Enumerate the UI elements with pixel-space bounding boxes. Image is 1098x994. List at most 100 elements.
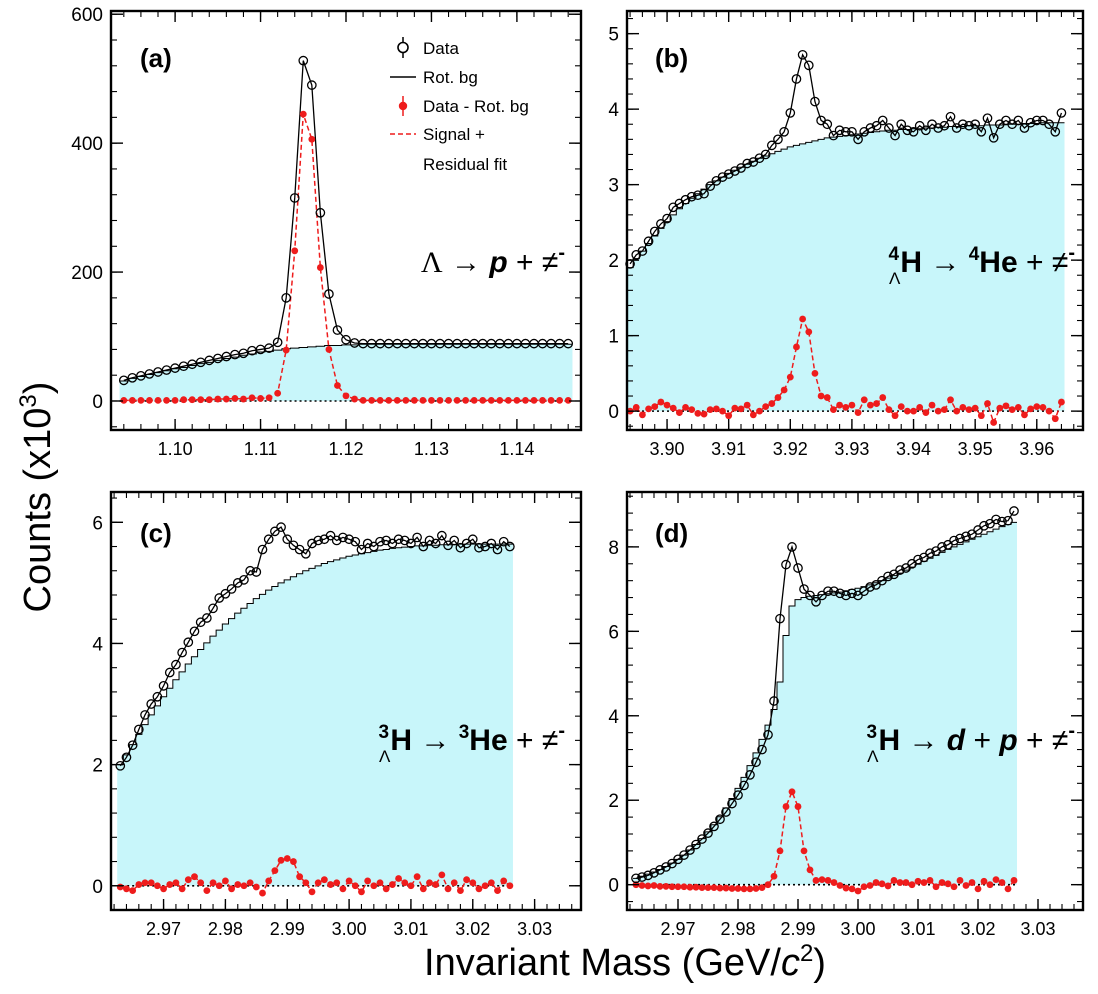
y-tick-label-a-0: 0 — [92, 392, 103, 413]
sub-point-d-30 — [812, 877, 820, 884]
sub-point-b-15 — [719, 407, 726, 415]
panel-c: 2.97 2.98 2.99 3.00 3.01 3.02 3.03 0 2 4 6 (c) 3 ΛH →… — [92, 490, 583, 939]
data-line-c — [119, 526, 511, 767]
sub-point-d-45 — [902, 879, 910, 886]
sub-point-b-55 — [965, 406, 973, 414]
sub-point-b-36 — [848, 401, 856, 409]
sub-point-a-12 — [222, 395, 230, 403]
sub-point-d-48 — [920, 879, 928, 886]
sub-point-b-26 — [786, 373, 794, 381]
legend-fit-label-2: Residual fit — [423, 155, 507, 174]
sub-point-c-30 — [302, 879, 310, 887]
data-point-a-23 — [315, 207, 326, 218]
sub-point-c-7 — [160, 885, 167, 893]
data-point-d-49 — [925, 548, 935, 559]
sub-point-a-4 — [154, 396, 162, 404]
sub-point-c-36 — [339, 885, 347, 893]
sub-point-b-68 — [1045, 407, 1053, 415]
data-point-b-11 — [693, 190, 703, 201]
data-point-c-60 — [486, 538, 497, 549]
x-tick-label-b-5: 3.95 — [958, 439, 993, 459]
data-point-d-53 — [949, 535, 959, 546]
sub-point-c-47 — [407, 882, 415, 890]
sub-point-d-14 — [716, 884, 724, 892]
x-tick-label-c-1: 2.98 — [208, 919, 243, 939]
data-point-b-4 — [649, 226, 660, 237]
x-tick-label-c-2: 2.99 — [270, 919, 305, 939]
sub-point-b-51 — [940, 406, 948, 414]
sub-point-c-9 — [172, 879, 180, 887]
sub-point-a-50 — [547, 396, 555, 404]
sub-point-a-22 — [308, 135, 316, 143]
sub-point-b-14 — [712, 405, 720, 413]
sub-point-b-23 — [768, 400, 776, 407]
data-point-b-69 — [1050, 126, 1061, 137]
x-tick-label-c-0: 2.97 — [146, 919, 181, 939]
sub-point-b-27 — [793, 343, 800, 351]
sub-point-c-3 — [135, 881, 143, 888]
data-point-b-36 — [847, 126, 857, 137]
data-point-c-20 — [239, 574, 249, 585]
sub-point-c-42 — [376, 879, 384, 887]
rot-bg-fill-b — [627, 122, 1065, 412]
sub-point-b-60 — [996, 404, 1004, 412]
sub-point-d-13 — [710, 884, 718, 892]
sub-point-b-33 — [830, 406, 837, 414]
data-point-b-2 — [637, 246, 648, 256]
sub-point-c-51 — [432, 881, 440, 888]
sub-point-a-10 — [205, 396, 213, 404]
sub-point-d-5 — [662, 882, 670, 890]
data-point-d-19 — [745, 770, 755, 780]
data-point-a-25 — [332, 325, 343, 335]
sub-point-c-40 — [364, 877, 372, 885]
sub-point-c-12 — [191, 873, 198, 881]
data-point-c-63 — [505, 541, 515, 552]
data-point-b-59 — [988, 132, 999, 143]
panel-label-c: (c) — [140, 518, 172, 548]
data-point-b-65 — [1025, 117, 1036, 128]
sub-point-a-30 — [376, 396, 384, 404]
data-point-b-46 — [908, 126, 919, 137]
sub-point-c-5 — [147, 879, 155, 887]
data-point-c-0 — [115, 760, 126, 771]
data-point-b-35 — [840, 126, 851, 137]
sub-point-a-8 — [188, 396, 196, 404]
sub-point-a-29 — [368, 396, 376, 404]
y-tick-label-b-0: 0 — [608, 402, 619, 423]
x-tick-label-d-5: 3.02 — [960, 919, 995, 939]
sub-point-b-45 — [903, 407, 911, 415]
sub-point-d-39 — [866, 882, 874, 889]
sub-point-d-29 — [806, 866, 814, 874]
data-point-c-23 — [257, 544, 268, 555]
data-point-a-24 — [324, 289, 334, 299]
sub-point-b-53 — [953, 407, 961, 415]
sub-point-b-9 — [682, 403, 689, 411]
data-point-d-15 — [721, 807, 731, 817]
y-tick-label-a-1: 200 — [71, 263, 103, 284]
data-point-c-41 — [368, 541, 379, 552]
sub-point-b-16 — [725, 412, 733, 420]
sub-point-d-57 — [974, 885, 982, 893]
x-tick-label-c-4: 3.01 — [393, 919, 428, 939]
sub-point-a-15 — [248, 394, 256, 402]
data-point-d-3 — [649, 867, 659, 878]
sub-point-b-1 — [632, 403, 640, 411]
data-point-d-42 — [883, 571, 893, 582]
sub-point-c-4 — [141, 879, 149, 887]
x-tick-label-b-1: 3.91 — [711, 439, 746, 459]
data-point-b-37 — [853, 134, 863, 145]
sub-point-a-16 — [257, 395, 264, 402]
sub-point-a-1 — [128, 396, 136, 404]
data-point-c-61 — [492, 544, 503, 555]
sub-point-c-62 — [500, 877, 508, 885]
data-point-b-66 — [1031, 115, 1042, 126]
sub-point-c-11 — [184, 876, 192, 884]
rot-bg-line-b — [627, 122, 1065, 269]
data-point-c-32 — [313, 535, 324, 546]
data-point-b-47 — [914, 120, 925, 131]
sub-point-c-16 — [215, 882, 223, 890]
sub-point-d-51 — [938, 879, 946, 886]
sub-point-b-42 — [885, 406, 893, 414]
data-point-c-26 — [276, 522, 286, 532]
sub-point-b-37 — [854, 409, 862, 417]
